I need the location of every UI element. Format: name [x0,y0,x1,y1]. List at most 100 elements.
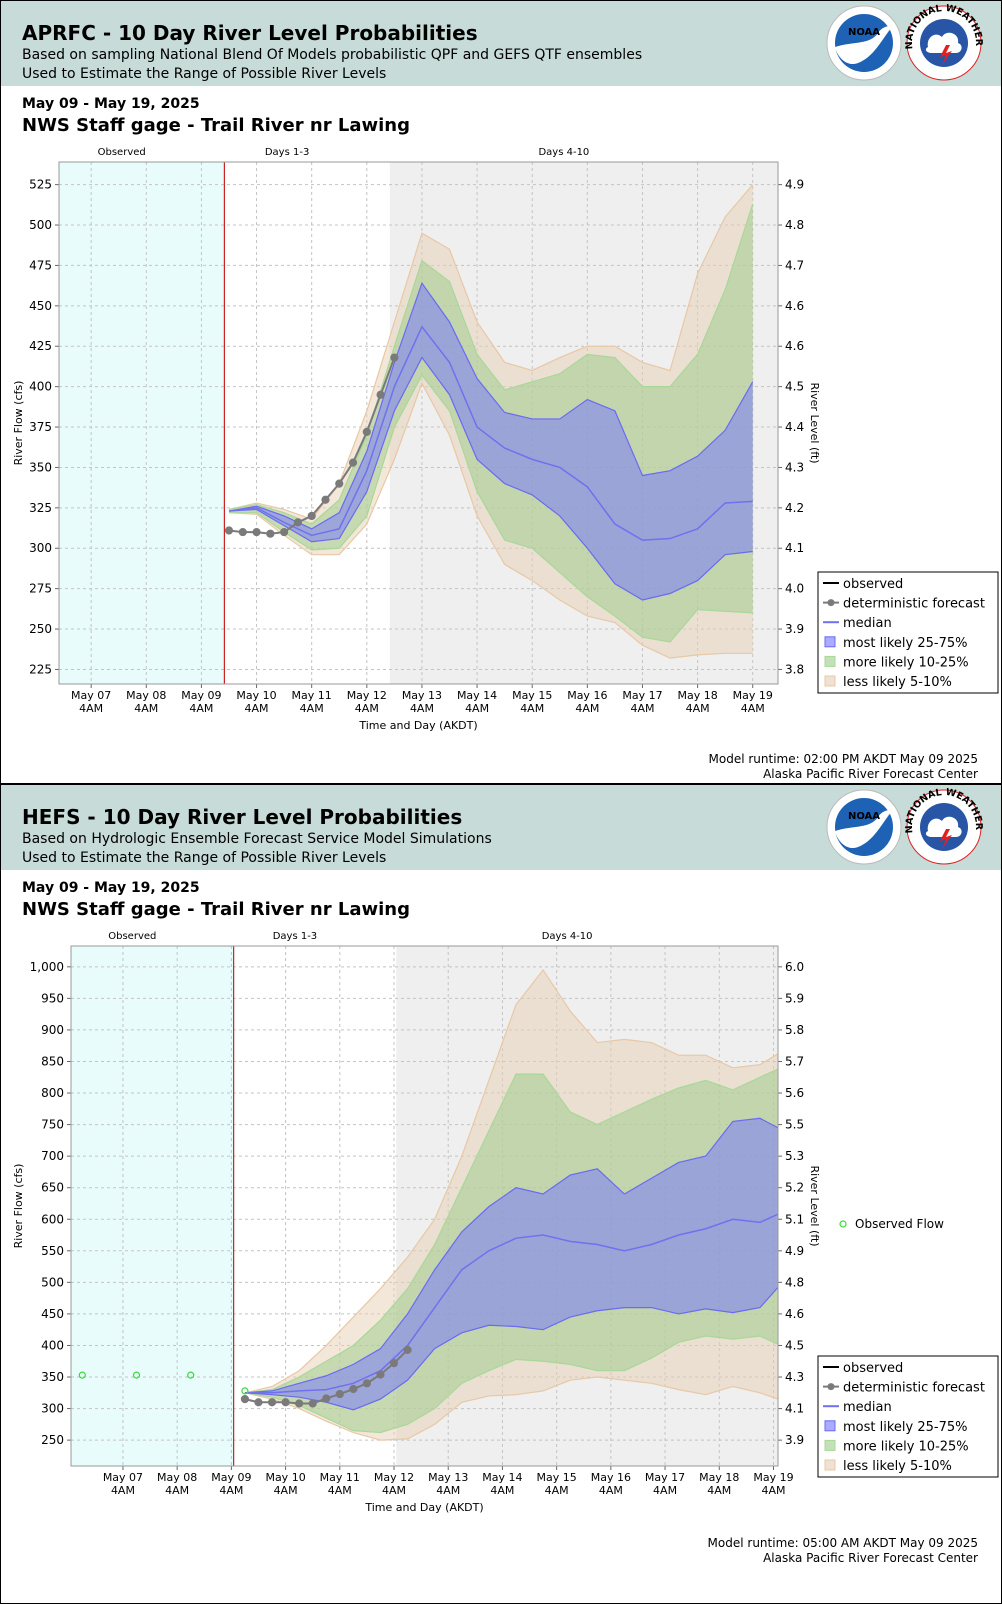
band-upper-edge [244,1068,779,1394]
footer-note: Alaska Pacific River Forecast Center [763,1551,978,1565]
x-tick-line: 4AM [686,702,710,715]
chart-title: APRFC - 10 Day River Level Probabilities [22,21,478,45]
legend-swatch [824,1459,836,1471]
y-axis-title: River Flow (cfs) [12,381,25,466]
legend-label: deterministic forecast [843,597,985,612]
x-tick-line: 4AM [436,1484,460,1497]
logo-bolt [940,829,952,849]
y2-tick-label: 4.4 [785,420,804,434]
data-point [376,390,385,399]
legend-label: median [843,616,892,631]
data-point [376,1370,385,1379]
x-tick-line: May 14 [457,689,497,702]
y2-tick-label: 4.2 [785,501,804,515]
legend-label: median [843,1400,892,1415]
y-tick-label: 250 [41,1433,64,1447]
y-tick-label: 450 [41,1307,64,1321]
y2-tick-label: 4.9 [785,178,804,192]
y2-tick-label: 5.6 [785,1086,804,1100]
x-tick-label: May 18 4AM [699,1471,739,1497]
x-tick-label: May 11 4AM [320,1471,360,1497]
x-tick-line: May 13 [402,689,442,702]
y2-tick-label: 4.8 [785,1275,804,1289]
x-tick-line: May 07 [103,1471,143,1484]
x-tick-line: 4AM [165,1484,189,1497]
x-tick-label: May 08 4AM [157,1471,197,1497]
legend-swatch [824,636,836,648]
band-upper-edge [228,281,754,530]
y2-tick-label: 4.3 [785,1370,804,1384]
x-tick-line: May 11 [292,689,332,702]
x-tick-line: 4AM [382,1484,406,1497]
series-line [228,325,753,541]
data-point [132,1371,141,1379]
y-tick-label: 400 [41,1338,64,1352]
y-tick-label: 600 [41,1212,64,1226]
y2-tick-label: 3.9 [785,1433,804,1447]
x-tick-line: 4AM [111,1484,135,1497]
y-tick-label: 375 [29,420,52,434]
x-tick-line: May 08 [126,689,166,702]
x-tick-label: May 11 4AM [292,689,332,715]
data-point [78,1371,86,1379]
x-tick-label: May 10 4AM [236,689,276,715]
data-point [254,1398,263,1407]
x-tick-label: May 08 4AM [126,689,166,715]
y-tick-label: 225 [29,662,52,676]
band-upper-edge [244,1117,779,1394]
region-label: Days 4-10 [538,147,589,158]
region-label: Days 4-10 [542,931,593,942]
x-tick-line: 4AM [189,702,213,715]
x-tick-line: 4AM [355,702,379,715]
y-tick-label: 750 [41,1118,64,1132]
x-tick-line: 4AM [300,702,324,715]
x-tick-line: 4AM [328,1484,352,1497]
band-lower-edge [228,356,753,601]
band-area [244,1118,778,1410]
x-tick-line: May 19 [753,1471,793,1484]
data-point [362,1379,372,1388]
legend-swatch [824,655,836,667]
data-point [224,526,234,535]
x-tick-label: May 16 4AM [591,1471,631,1497]
y-tick-label: 850 [41,1054,64,1068]
x-tick-label: May 15 4AM [537,1471,577,1497]
x-tick-line: 4AM [410,702,434,715]
station-name: NWS Staff gage - Trail River nr Lawing [22,115,410,136]
x-tick-line: May 11 [320,1471,360,1484]
x-axis-title: Time and Day (AKDT) [364,1501,483,1514]
y-tick-label: 350 [41,1370,64,1384]
date-range: May 09 - May 19, 2025 [22,96,200,112]
chart-title: HEFS - 10 Day River Level Probabilities [22,805,462,829]
y-tick-label: 275 [29,582,52,596]
band-lower-edge [228,381,753,659]
data-point [308,1399,317,1408]
legend-label: Observed Flow [855,1217,944,1231]
y2-tick-label: 4.1 [785,1402,804,1416]
subtitle: Used to Estimate the Range of Possible R… [22,850,386,866]
y-tick-label: 350 [29,460,52,474]
x-tick-line: 4AM [520,702,544,715]
y2-tick-label: 4.7 [785,258,804,272]
y-tick-label: 950 [41,991,64,1005]
legend-symbol [827,1383,835,1391]
x-tick-line: May 10 [236,689,276,702]
data-point [238,527,247,537]
x-tick-line: 4AM [490,1484,514,1497]
data-point [335,1389,344,1399]
x-tick-line: 4AM [274,1484,298,1497]
y-tick-label: 250 [29,622,52,636]
y2-tick-label: 4.9 [785,1244,804,1258]
x-tick-line: 4AM [630,702,654,715]
x-tick-line: 4AM [653,1484,677,1497]
logo-cloud [925,816,962,837]
y2-tick-label: 4.0 [785,582,804,596]
legend-label: more likely 10-25% [843,1439,969,1454]
data-point [307,511,316,521]
y-tick-label: 500 [29,218,52,232]
data-point [240,1395,250,1404]
series-line [244,1213,779,1394]
band-lower-edge [244,1335,779,1434]
logo-bird [835,810,892,849]
x-tick-label: May 19 4AM [753,1471,793,1497]
